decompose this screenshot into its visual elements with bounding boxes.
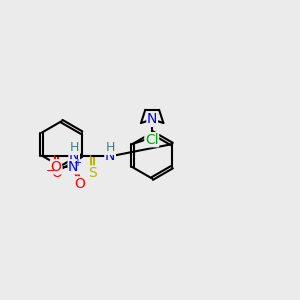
Text: +: + [74,158,81,168]
Text: O: O [50,160,62,174]
Text: O: O [51,166,62,180]
Text: N: N [105,148,115,163]
Text: S: S [88,166,97,180]
Text: −: − [46,166,56,176]
Text: N: N [147,112,158,126]
Text: H: H [70,141,80,154]
Text: N: N [68,160,79,174]
Text: H: H [106,141,116,154]
Text: Cl: Cl [145,133,158,147]
Text: N: N [69,148,80,163]
Text: O: O [75,177,86,191]
